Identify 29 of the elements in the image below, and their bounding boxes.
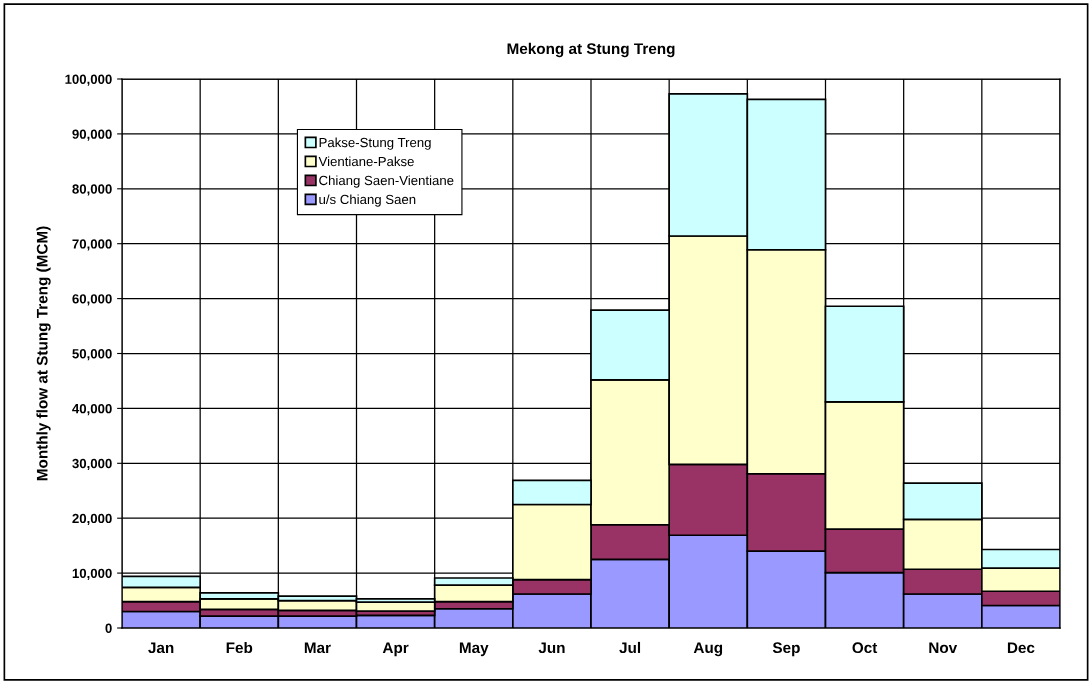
legend-label: Vientiane-Pakse	[318, 156, 414, 167]
x-tick-label: Mar	[304, 642, 331, 654]
x-tick-label: Aug	[693, 642, 723, 657]
y-tick-label: 100,000	[65, 74, 112, 86]
y-tick-label: 50,000	[72, 349, 112, 361]
y-tick-label: 90,000	[72, 129, 112, 141]
x-tick-label: Nov	[929, 642, 958, 654]
y-tick-label: 10,000	[72, 568, 112, 580]
y-tick-label: 70,000	[72, 239, 112, 251]
x-tick-label: Dec	[1007, 642, 1035, 654]
legend-label: Chiang Saen-Vientiane	[319, 175, 454, 188]
y-axis-title: Monthly flow at Stung Treng (MCM)	[36, 226, 51, 481]
x-tick-label: Oct	[852, 642, 878, 654]
x-tick-label: May	[459, 642, 489, 657]
x-tick-label: Jan	[148, 642, 174, 654]
y-tick-label: 20,000	[72, 513, 112, 526]
chart-title: Mekong at Stung Treng	[507, 42, 675, 58]
x-tick-label: Sep	[772, 642, 800, 657]
x-tick-label: Feb	[226, 641, 253, 654]
legend-label: Pakse-Stung Treng	[319, 137, 431, 150]
y-tick-label: 30,000	[72, 458, 112, 471]
y-tick-label: 40,000	[72, 403, 112, 416]
legend-label: u/s Chiang Saen	[319, 194, 416, 207]
x-tick-label: Apr	[382, 642, 409, 657]
x-tick-label: Jun	[538, 642, 565, 654]
y-tick-label: 60,000	[72, 294, 112, 306]
x-tick-label: Jul	[619, 641, 641, 654]
y-tick-label: 0	[105, 623, 112, 633]
y-tick-label: 80,000	[72, 184, 112, 196]
